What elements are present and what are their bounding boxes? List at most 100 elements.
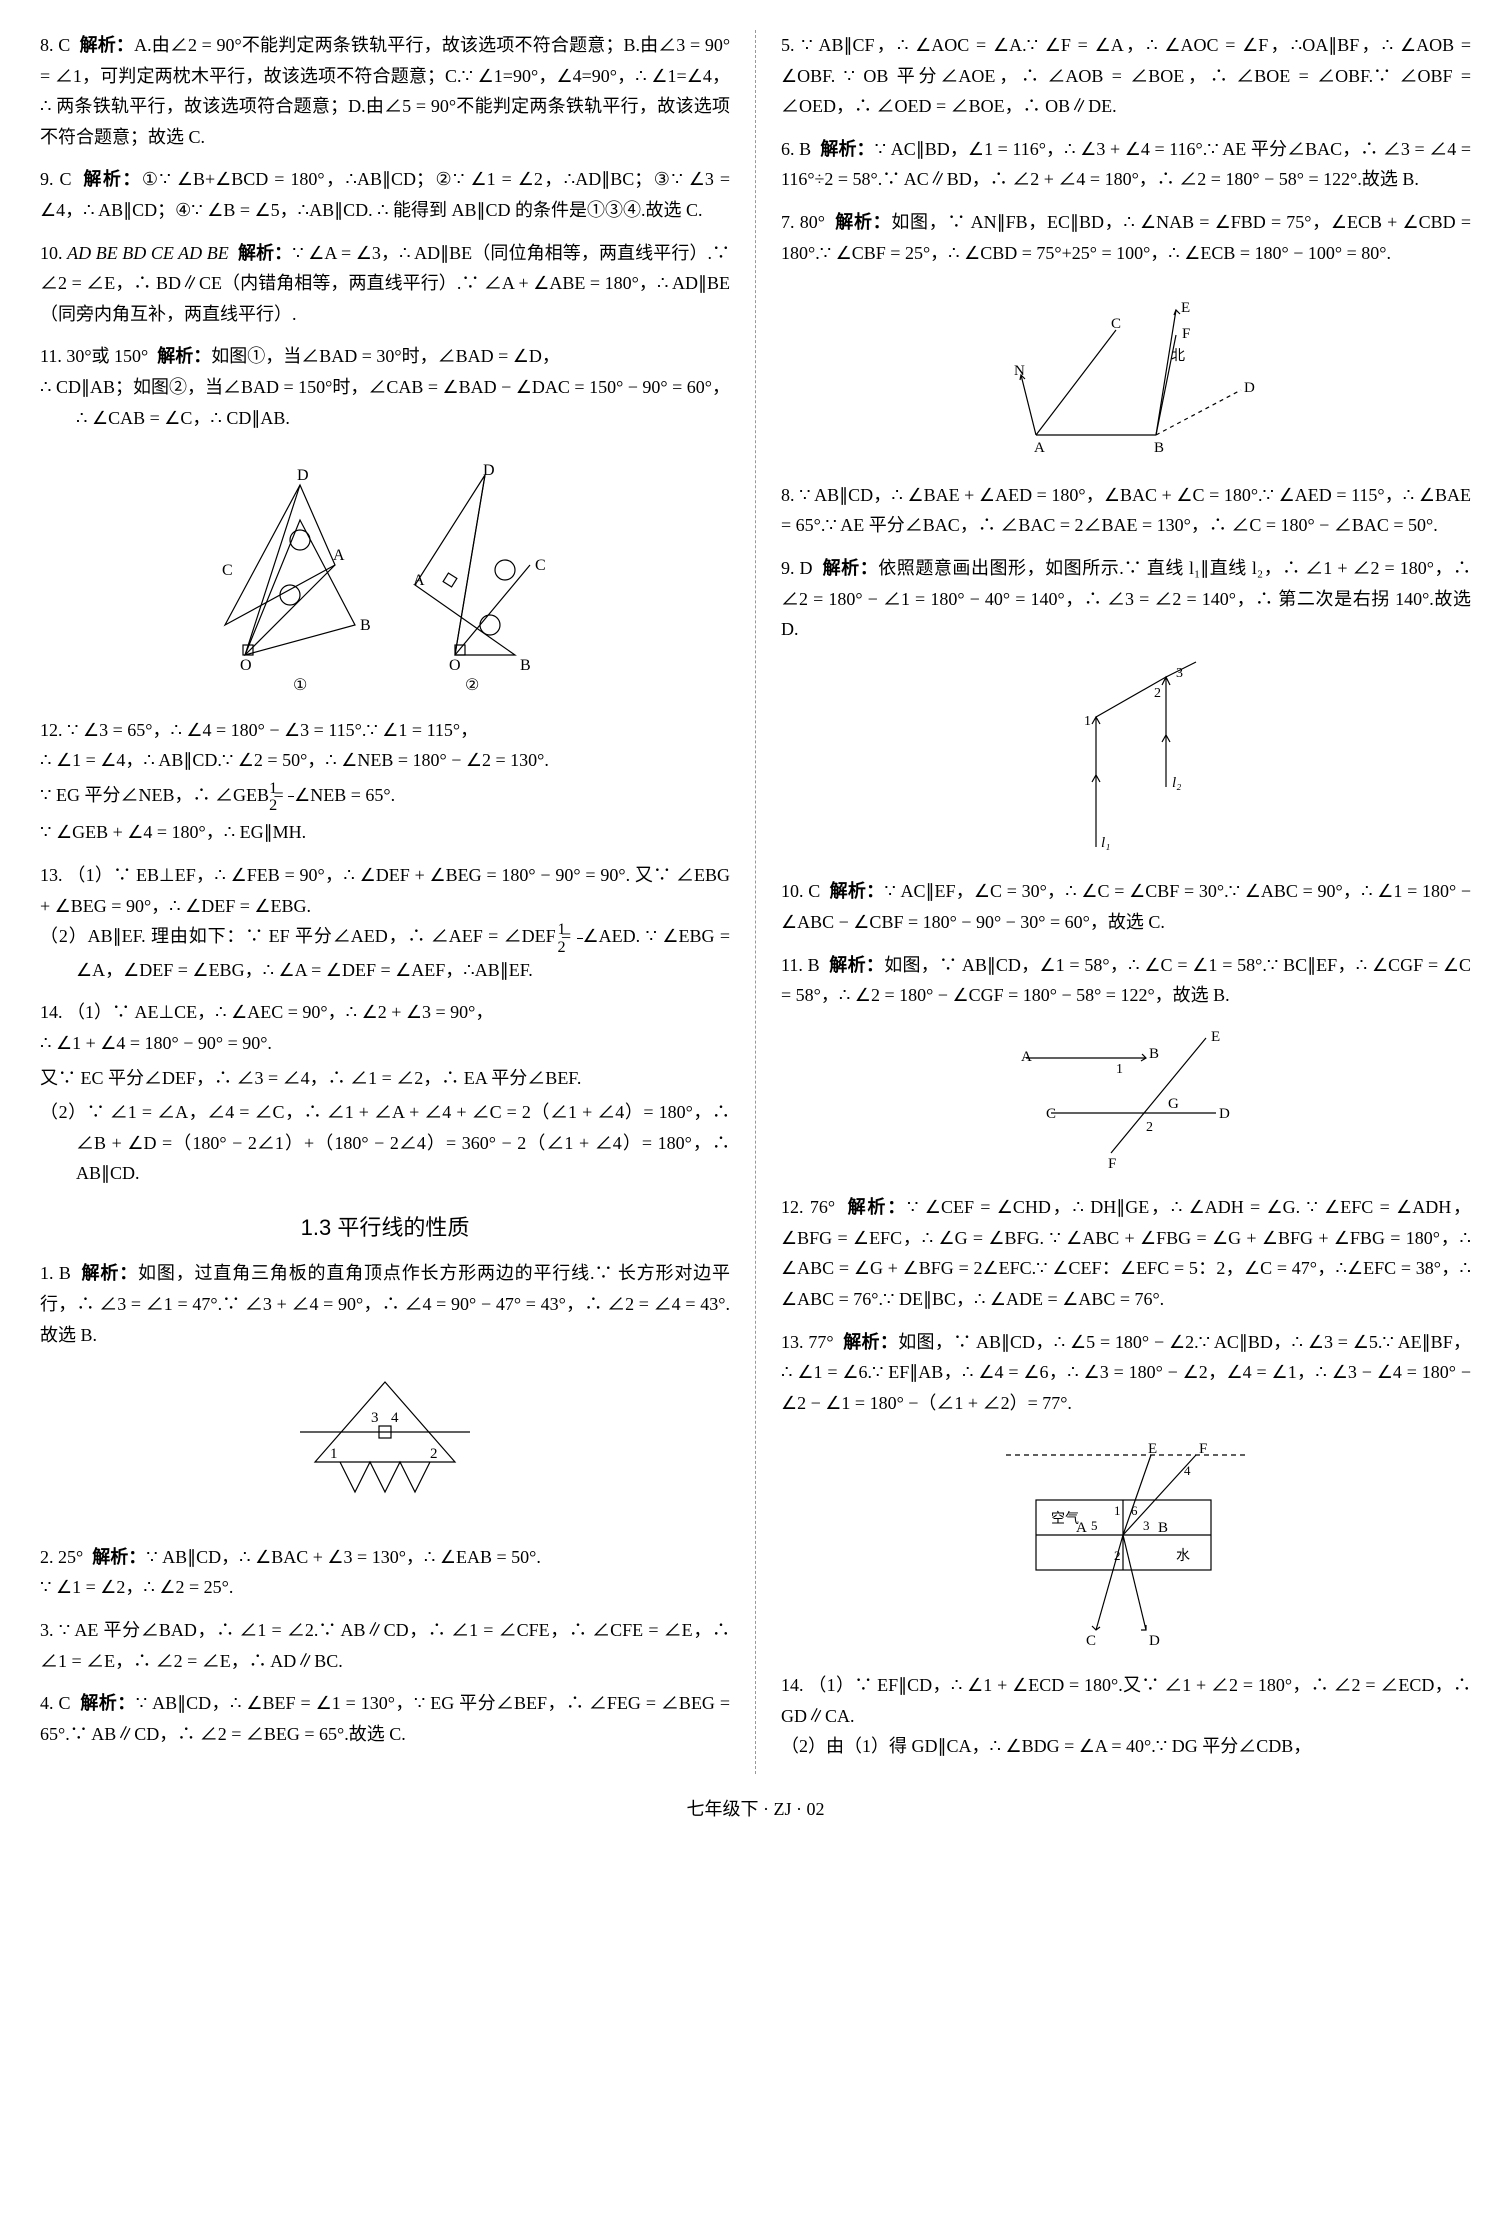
p1: （1）∵ AE⊥CE，∴ ∠AEC = 90°，∴ ∠2 + ∠3 = 90°， [67,1002,493,1022]
svg-text:E: E [1148,1441,1157,1457]
p4: （2）∵ ∠1 = ∠A，∠4 = ∠C，∴ ∠1 + ∠A + ∠4 + ∠C… [40,1097,730,1189]
num: 7. [781,212,795,232]
svg-text:F: F [1182,326,1190,342]
num: 9. [781,558,795,578]
label: 解析： [82,1263,139,1283]
q4: 4. C 解析：∵ AB∥CD，∴ ∠BEF = ∠1 = 130°，∵ EG … [40,1688,730,1749]
svg-text:5: 5 [1091,1518,1098,1533]
text: ∵ AB∥CD，∴ ∠BAC + ∠3 = 130°，∴ ∠EAB = 50°. [146,1547,541,1567]
answer: C [59,169,71,189]
rq13: 13. 77° 解析：如图，∵ AB∥CD，∴ ∠5 = 180° − ∠2.∵… [781,1327,1471,1419]
svg-text:F: F [1108,1156,1116,1172]
text1: 如图①，当∠BAD = 30°时，∠BAD = ∠D， [211,346,560,366]
text: ∵ ∠3 = 65°，∴ ∠4 = 180° − ∠3 = 115°.∵ ∠1 … [67,720,478,740]
svg-text:F: F [1199,1441,1207,1457]
svg-text:C: C [535,557,546,574]
rq6: 6. B 解析：∵ AC∥BD，∠1 = 116°，∴ ∠3 + ∠4 = 11… [781,134,1471,195]
q3: 3. ∵ AE 平分∠BAD，∴ ∠1 = ∠2.∵ AB∥CD，∴ ∠1 = … [40,1615,730,1676]
num: 10. [40,243,63,263]
answer: AD BE BD CE AD BE [67,243,229,263]
q14: 14. （1）∵ AE⊥CE，∴ ∠AEC = 90°，∴ ∠2 + ∠3 = … [40,997,730,1189]
num: 13. [40,865,63,885]
rq7: 7. 80° 解析：如图，∵ AN∥FB，EC∥BD，∴ ∠NAB = ∠FBD… [781,207,1471,268]
p1: （1）∵ EB⊥EF，∴ ∠FEB = 90°，∴ ∠DEF + ∠BEG = … [40,865,730,916]
text: 依照题意画出图形，如图所示.∵ 直线 l₁∥直线 l₂，∴ ∠1 + ∠2 = … [781,558,1471,639]
q13: 13. （1）∵ EB⊥EF，∴ ∠FEB = 90°，∴ ∠DEF + ∠BE… [40,860,730,985]
rq5: 5. ∵ AB∥CF，∴ ∠AOC = ∠A.∵ ∠F = ∠A，∴ ∠AOC … [781,30,1471,122]
q11: 11. 30°或 150° 解析：如图①，当∠BAD = 30°时，∠BAD =… [40,341,730,433]
num: 12. [40,720,63,740]
text: 如图，过直角三角板的直角顶点作长方形两边的平行线.∵ 长方形对边平行，∴ ∠3 … [40,1263,730,1344]
num: 3. [40,1620,54,1640]
q8: 8. C 解析：A.由∠2 = 90°不能判定两条铁轨平行，故该选项不符合题意；… [40,30,730,152]
text: ∵ AE 平分∠BAD，∴ ∠1 = ∠2.∵ AB∥CD，∴ ∠1 = ∠CF… [40,1620,730,1671]
svg-text:B: B [1154,440,1164,456]
num: 14. [781,1675,804,1695]
label: 解析： [83,169,141,189]
label: 解析： [80,35,135,55]
svg-text:空气: 空气 [1051,1511,1079,1527]
num: 1. [40,1263,54,1283]
svg-text:O: O [240,657,252,674]
svg-text:2: 2 [1146,1120,1153,1135]
text2: ∵ ∠1 = ∠2，∴ ∠2 = 25°. [40,1572,730,1603]
num: 8. [40,35,54,55]
svg-text:A: A [1034,440,1045,456]
fig-rq13: E F A B C D 空气 水 1 2 3 4 5 6 [781,1430,1471,1660]
svg-text:O: O [449,657,461,674]
svg-text:A: A [1021,1049,1032,1065]
label: 解析： [80,1693,135,1713]
page-footer: 七年级下 · ZJ · 02 [40,1794,1471,1825]
svg-text:C: C [1046,1106,1056,1122]
svg-text:E: E [1181,300,1190,316]
section-title: 1.3 平行线的性质 [40,1209,730,1246]
svg-text:3: 3 [1143,1518,1150,1533]
svg-text:1: 1 [1114,1503,1121,1518]
answer: B [799,139,811,159]
svg-text:B: B [520,657,531,674]
svg-text:1: 1 [1116,1062,1123,1077]
num: 4. [40,1693,54,1713]
rq14: 14. （1）∵ EF∥CD，∴ ∠1 + ∠ECD = 180°.又∵ ∠1 … [781,1670,1471,1762]
num: 8. [781,485,795,505]
svg-text:B: B [1158,1520,1168,1536]
svg-text:A: A [333,547,345,564]
answer: 76° [810,1197,835,1217]
svg-text:A: A [413,572,425,589]
svg-text:E: E [1211,1029,1220,1045]
p2: ∴ ∠1 + ∠4 = 180° − 90° = 90°. [40,1028,730,1059]
p2: （2）由（1）得 GD∥CA，∴ ∠BDG = ∠A = 40°.∵ DG 平分… [781,1731,1471,1762]
answer: C [808,881,820,901]
svg-text:2: 2 [430,1446,438,1462]
svg-text:D: D [1149,1633,1160,1649]
label: 解析： [157,346,211,366]
fig-rq9: 1 2 3 l₁ l₂ [781,657,1471,867]
svg-text:D: D [297,467,309,484]
label: 解析： [238,243,292,263]
column-divider [755,30,756,1774]
fig-q1: 1 2 3 4 [40,1362,730,1532]
num: 11. [40,346,62,366]
text3: ∵ EG 平分∠NEB，∴ ∠GEB = 12∠NEB = 65°. [40,780,730,814]
text2: ∴ CD∥AB；如图②，当∠BAD = 150°时，∠CAB = ∠BAD − … [40,372,730,433]
answer: C [58,35,70,55]
label: 解析： [843,1332,898,1352]
svg-text:D: D [1219,1106,1230,1122]
svg-text:北: 北 [1171,348,1185,364]
label: 解析： [823,558,879,578]
num: 2. [40,1547,54,1567]
answer: B [808,955,820,975]
rq9: 9. D 解析：依照题意画出图形，如图所示.∵ 直线 l₁∥直线 l₂，∴ ∠1… [781,553,1471,645]
text: ∵ AB∥CD，∴ ∠BAE + ∠AED = 180°，∠BAC + ∠C =… [781,485,1471,536]
fig-rq11: A B C D E F G 1 2 [781,1023,1471,1183]
answer: 25° [58,1547,83,1567]
label: 解析： [830,881,885,901]
text: ∵ AB∥CD，∴ ∠BEF = ∠1 = 130°，∵ EG 平分∠BEF，∴… [40,1693,730,1744]
num: 11. [781,955,803,975]
text: ∵ AC∥BD，∠1 = 116°，∴ ∠3 + ∠4 = 116°.∵ AE … [781,139,1471,190]
num: 13. [781,1332,804,1352]
svg-text:B: B [360,617,371,634]
left-column: 8. C 解析：A.由∠2 = 90°不能判定两条铁轨平行，故该选项不符合题意；… [40,30,730,1774]
answer: C [58,1693,70,1713]
fig-q11: C A O D B ① D A C O B [40,445,730,705]
